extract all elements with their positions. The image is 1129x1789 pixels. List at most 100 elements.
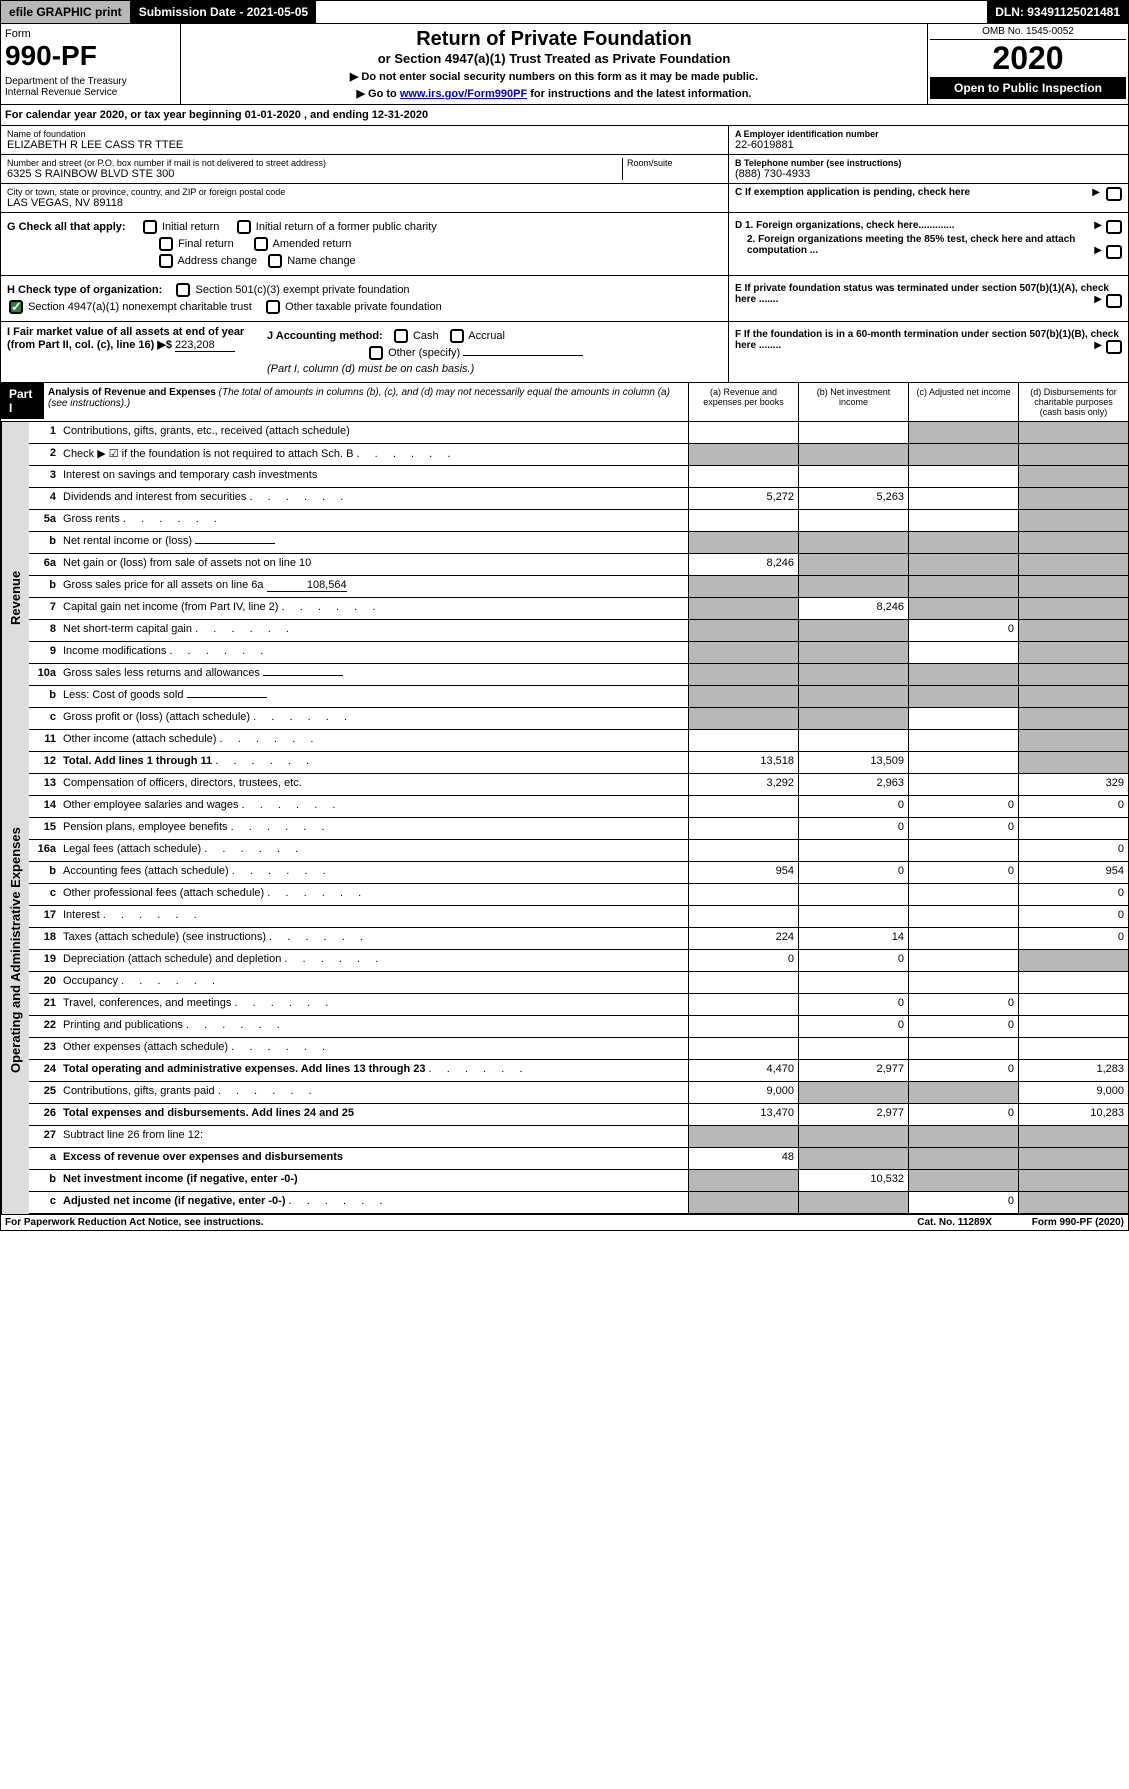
data-cell: 0 xyxy=(798,994,908,1015)
data-cell xyxy=(688,664,798,685)
data-cell xyxy=(798,1148,908,1169)
amended-return-checkbox[interactable] xyxy=(254,237,268,251)
data-cell xyxy=(908,840,1018,861)
line-num: 15 xyxy=(29,818,59,839)
data-cell: 4,470 xyxy=(688,1060,798,1081)
c-checkbox[interactable] xyxy=(1106,187,1122,201)
expenses-section: Operating and Administrative Expenses 13… xyxy=(0,774,1129,1126)
table-row: aExcess of revenue over expenses and dis… xyxy=(29,1148,1128,1170)
data-cell xyxy=(1018,576,1128,597)
data-cell: 0 xyxy=(798,796,908,817)
d2-checkbox[interactable] xyxy=(1106,245,1122,259)
data-cell: 0 xyxy=(1018,840,1128,861)
address-change-checkbox[interactable] xyxy=(159,254,173,268)
part1-header-row: Part I Analysis of Revenue and Expenses … xyxy=(0,383,1129,422)
data-cell xyxy=(1018,422,1128,443)
table-row: 26Total expenses and disbursements. Add … xyxy=(29,1104,1128,1126)
data-cell xyxy=(1018,1170,1128,1191)
data-cell xyxy=(908,554,1018,575)
check-section-h: H Check type of organization: Section 50… xyxy=(0,276,1129,322)
data-cell: 2,977 xyxy=(798,1060,908,1081)
data-cell: 2,963 xyxy=(798,774,908,795)
initial-former-checkbox[interactable] xyxy=(237,220,251,234)
efile-print-button[interactable]: efile GRAPHIC print xyxy=(1,1,131,23)
data-cell xyxy=(688,620,798,641)
data-cell xyxy=(1018,686,1128,707)
data-cell xyxy=(1018,708,1128,729)
line-desc: Other expenses (attach schedule) . . . .… xyxy=(59,1038,688,1059)
data-cell xyxy=(798,466,908,487)
cash-checkbox[interactable] xyxy=(394,329,408,343)
department: Department of the Treasury Internal Reve… xyxy=(5,76,176,98)
accrual-checkbox[interactable] xyxy=(450,329,464,343)
line-num: 11 xyxy=(29,730,59,751)
other-checkbox[interactable] xyxy=(369,346,383,360)
data-cell xyxy=(1018,950,1128,971)
line-desc: Dividends and interest from securities .… xyxy=(59,488,688,509)
line-num: 17 xyxy=(29,906,59,927)
line-desc: Net gain or (loss) from sale of assets n… xyxy=(59,554,688,575)
table-row: 10aGross sales less returns and allowanc… xyxy=(29,664,1128,686)
col-c-head: (c) Adjusted net income xyxy=(908,383,1018,421)
calendar-year: For calendar year 2020, or tax year begi… xyxy=(0,105,1129,126)
line-desc: Excess of revenue over expenses and disb… xyxy=(59,1148,688,1169)
data-cell xyxy=(1018,488,1128,509)
data-cell xyxy=(688,730,798,751)
data-cell xyxy=(798,972,908,993)
data-cell xyxy=(1018,510,1128,531)
f-checkbox[interactable] xyxy=(1106,340,1122,354)
line-num: 5a xyxy=(29,510,59,531)
line-num: 14 xyxy=(29,796,59,817)
name-change-checkbox[interactable] xyxy=(268,254,282,268)
form-subtitle: or Section 4947(a)(1) Trust Treated as P… xyxy=(185,51,923,66)
address-cell: Number and street (or P.O. box number if… xyxy=(1,155,728,184)
d1-checkbox[interactable] xyxy=(1106,220,1122,234)
data-cell: 0 xyxy=(908,796,1018,817)
data-cell: 9,000 xyxy=(688,1082,798,1103)
part1-desc: Part I Analysis of Revenue and Expenses … xyxy=(1,383,688,421)
line-num: 18 xyxy=(29,928,59,949)
check-section-ij: I Fair market value of all assets at end… xyxy=(0,322,1129,383)
e-checkbox[interactable] xyxy=(1106,294,1122,308)
data-cell xyxy=(798,510,908,531)
table-row: 2Check ▶ ☑ if the foundation is not requ… xyxy=(29,444,1128,466)
data-cell xyxy=(908,1170,1018,1191)
line-desc: Depreciation (attach schedule) and deple… xyxy=(59,950,688,971)
line-desc: Interest . . . . . . xyxy=(59,906,688,927)
h2-checkbox[interactable] xyxy=(9,300,23,314)
line-num: b xyxy=(29,862,59,883)
data-cell xyxy=(798,730,908,751)
irs-link[interactable]: www.irs.gov/Form990PF xyxy=(400,88,527,100)
data-cell: 0 xyxy=(688,950,798,971)
d-checks: D 1. Foreign organizations, check here..… xyxy=(728,213,1128,275)
data-cell xyxy=(908,598,1018,619)
data-cell: 0 xyxy=(798,862,908,883)
line-num: c xyxy=(29,708,59,729)
data-cell xyxy=(798,642,908,663)
data-cell xyxy=(688,708,798,729)
h1-checkbox[interactable] xyxy=(176,283,190,297)
data-cell: 13,509 xyxy=(798,752,908,773)
data-cell xyxy=(688,906,798,927)
footer-mid: Cat. No. 11289X xyxy=(917,1217,991,1228)
line-desc: Travel, conferences, and meetings . . . … xyxy=(59,994,688,1015)
data-cell xyxy=(908,466,1018,487)
line-num: 24 xyxy=(29,1060,59,1081)
table-row: 12Total. Add lines 1 through 11 . . . . … xyxy=(29,752,1128,774)
line-num: 6a xyxy=(29,554,59,575)
final-return-checkbox[interactable] xyxy=(159,237,173,251)
line-desc: Adjusted net income (if negative, enter … xyxy=(59,1192,688,1213)
data-cell: 0 xyxy=(908,862,1018,883)
info-left: Name of foundation ELIZABETH R LEE CASS … xyxy=(1,126,728,212)
initial-return-checkbox[interactable] xyxy=(143,220,157,234)
line-desc: Interest on savings and temporary cash i… xyxy=(59,466,688,487)
line-num: 16a xyxy=(29,840,59,861)
header-left: Form 990-PF Department of the Treasury I… xyxy=(1,24,181,104)
table-row: bAccounting fees (attach schedule) . . .… xyxy=(29,862,1128,884)
tel-cell: B Telephone number (see instructions) (8… xyxy=(729,155,1128,184)
line-num: 25 xyxy=(29,1082,59,1103)
data-cell xyxy=(688,576,798,597)
table-row: 14Other employee salaries and wages . . … xyxy=(29,796,1128,818)
data-cell xyxy=(688,972,798,993)
h3-checkbox[interactable] xyxy=(266,300,280,314)
